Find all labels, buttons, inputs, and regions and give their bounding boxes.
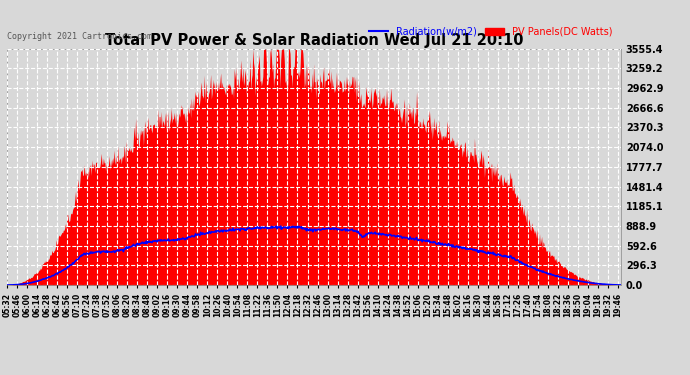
Title: Total PV Power & Solar Radiation Wed Jul 21 20:10: Total PV Power & Solar Radiation Wed Jul…	[105, 33, 523, 48]
Text: Copyright 2021 Cartronics.com: Copyright 2021 Cartronics.com	[7, 32, 152, 41]
Legend: Radiation(w/m2), PV Panels(DC Watts): Radiation(w/m2), PV Panels(DC Watts)	[365, 23, 616, 40]
